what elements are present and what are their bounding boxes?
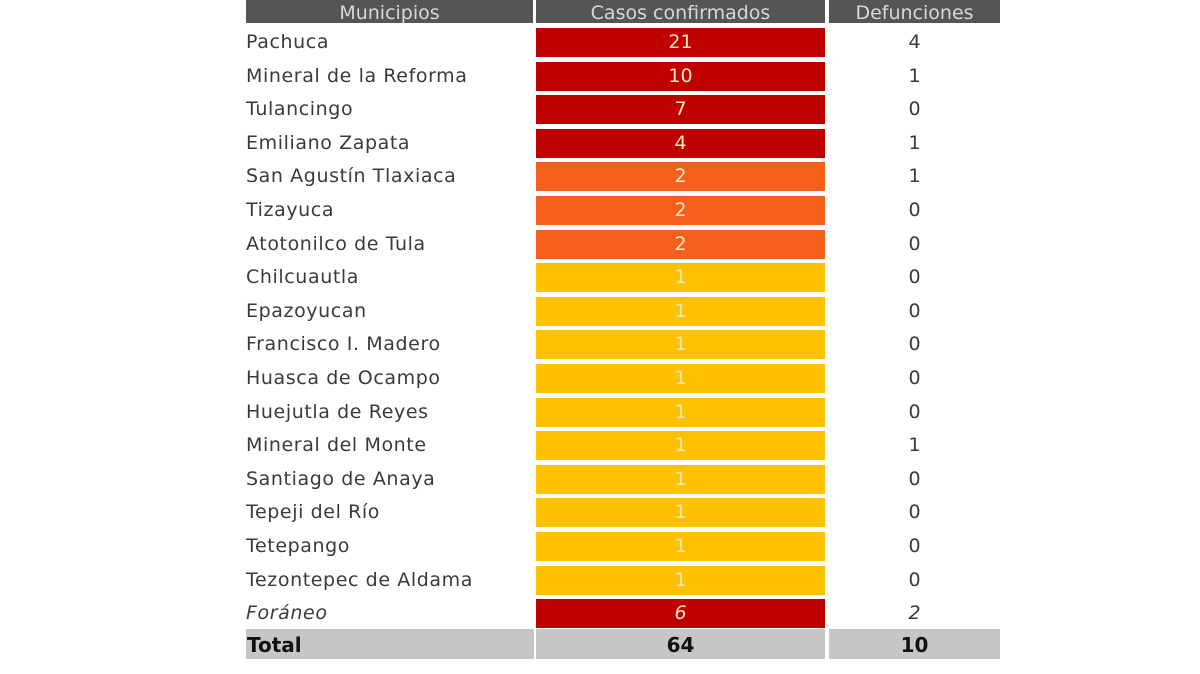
table-row: Epazoyucan 1 0 [246,296,1000,327]
municipio-name: Huasca de Ocampo [246,367,441,389]
confirmed-cases-cell: 1 [536,532,825,561]
table-row: Tizayuca 2 0 [246,195,1000,226]
deaths-cell: 0 [908,367,921,389]
deaths-cell: 0 [908,401,921,423]
deaths-cell: 0 [908,266,921,288]
table-row: Pachuca 21 4 [246,27,1000,58]
confirmed-cases-cell: 7 [536,95,825,124]
total-deaths: 10 [829,629,1000,659]
municipio-name: Huejutla de Reyes [246,401,429,423]
table-row: Tepeji del Río 1 0 [246,497,1000,528]
deaths-cell: 1 [908,434,921,456]
header-municipios: Municipios [246,0,533,23]
confirmed-cases-cell: 1 [536,431,825,460]
confirmed-cases-cell: 2 [536,162,825,191]
confirmed-cases-cell: 1 [536,566,825,595]
municipio-name: Tizayuca [246,199,335,221]
municipio-name: Mineral de la Reforma [246,65,468,87]
deaths-cell: 1 [908,165,921,187]
municipio-name: Tezontepec de Aldama [246,569,474,591]
deaths-cell: 1 [908,132,921,154]
confirmed-cases-cell: 6 [536,599,825,628]
municipio-name: Chilcuautla [246,266,360,288]
confirmed-cases-cell: 10 [536,62,825,91]
deaths-cell: 0 [908,199,921,221]
confirmed-cases-cell: 2 [536,196,825,225]
confirmed-cases-cell: 1 [536,498,825,527]
table-row: Atotonilco de Tula 2 0 [246,229,1000,260]
deaths-cell: 1 [908,65,921,87]
municipio-name: Tepeji del Río [246,501,380,523]
deaths-cell: 2 [908,602,921,624]
total-row: Total 64 10 [246,629,1000,659]
municipio-name: San Agustín Tlaxiaca [246,165,457,187]
table-row: Huasca de Ocampo 1 0 [246,363,1000,394]
deaths-cell: 0 [908,535,921,557]
table-row: Tezontepec de Aldama 1 0 [246,565,1000,596]
confirmed-cases-cell: 2 [536,230,825,259]
table-row: Foráneo 6 2 [246,598,1000,629]
deaths-cell: 0 [908,300,921,322]
municipio-name: Emiliano Zapata [246,132,411,154]
deaths-cell: 4 [908,31,921,53]
municipio-name: Tulancingo [246,98,354,120]
municipio-name: Epazoyucan [246,300,367,322]
table-row: Mineral del Monte 1 1 [246,430,1000,461]
confirmed-cases-cell: 1 [536,263,825,292]
deaths-cell: 0 [908,569,921,591]
table-row: Francisco I. Madero 1 0 [246,329,1000,360]
table-row: Mineral de la Reforma 10 1 [246,61,1000,92]
deaths-cell: 0 [908,501,921,523]
municipio-name: Francisco I. Madero [246,333,441,355]
total-cases: 64 [536,629,825,659]
confirmed-cases-cell: 21 [536,28,825,57]
confirmed-cases-cell: 4 [536,129,825,158]
municipio-name: Tetepango [246,535,351,557]
deaths-cell: 0 [908,98,921,120]
confirmed-cases-cell: 1 [536,465,825,494]
municipio-name: Atotonilco de Tula [246,233,426,255]
confirmed-cases-cell: 1 [536,398,825,427]
confirmed-cases-cell: 1 [536,330,825,359]
table-row: Tetepango 1 0 [246,531,1000,562]
header-defunciones: Defunciones [829,0,1000,23]
deaths-cell: 0 [908,233,921,255]
table-row: Emiliano Zapata 4 1 [246,128,1000,159]
municipio-name: Foráneo [246,602,328,624]
confirmed-cases-cell: 1 [536,297,825,326]
table-row: Chilcuautla 1 0 [246,262,1000,293]
table-row: Huejutla de Reyes 1 0 [246,397,1000,428]
municipio-name: Santiago de Anaya [246,468,436,490]
municipio-name: Pachuca [246,31,330,53]
deaths-cell: 0 [908,333,921,355]
table-row: Tulancingo 7 0 [246,94,1000,125]
header-casos-confirmados: Casos confirmados [536,0,825,23]
table-row: San Agustín Tlaxiaca 2 1 [246,161,1000,192]
deaths-cell: 0 [908,468,921,490]
municipio-name: Mineral del Monte [246,434,427,456]
confirmed-cases-cell: 1 [536,364,825,393]
table-row: Santiago de Anaya 1 0 [246,464,1000,495]
total-label: Total [246,629,534,659]
